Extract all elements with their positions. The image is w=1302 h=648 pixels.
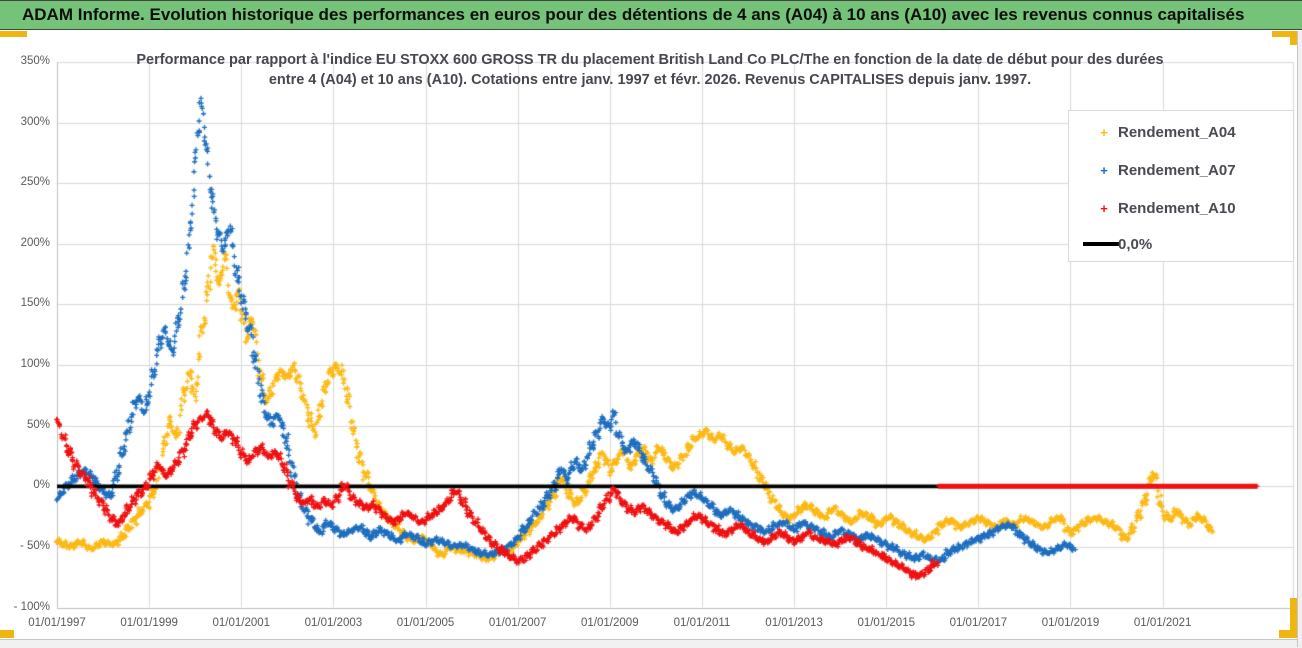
chart-title: Performance par rapport à l'indice EU ST… xyxy=(70,50,1230,90)
x-tick-label: 01/01/2017 xyxy=(949,617,1008,629)
gold-border-accent xyxy=(1272,31,1297,37)
plus-marker-icon: + xyxy=(1100,124,1108,140)
header-title: ADAM Informe. Evolution historique des p… xyxy=(22,5,1245,24)
legend-item-a07: + Rendement_A07 xyxy=(1069,158,1293,182)
x-tick-label: 01/01/2003 xyxy=(304,617,363,629)
gold-border-accent xyxy=(0,31,27,37)
plus-marker-icon: + xyxy=(1100,200,1108,216)
x-tick-label: 01/01/2009 xyxy=(581,617,639,629)
y-tick-label: - 50% xyxy=(19,539,50,552)
x-tick-label: 01/01/1997 xyxy=(28,617,86,629)
gold-border-accent xyxy=(1290,31,1297,45)
legend-item-label: Rendement_A04 xyxy=(1118,123,1236,141)
gold-border-accent xyxy=(0,630,14,638)
chart-title-line1: Performance par rapport à l'indice EU ST… xyxy=(136,52,1164,68)
y-tick-label: 350% xyxy=(20,55,50,67)
x-tick-label: 01/01/2019 xyxy=(1041,617,1100,629)
y-tick-label: 300% xyxy=(20,115,50,128)
y-tick-label: 150% xyxy=(20,297,50,310)
gold-border-accent xyxy=(1279,630,1297,638)
header-bar: ADAM Informe. Evolution historique des p… xyxy=(0,0,1302,30)
plus-marker-icon: + xyxy=(1100,162,1108,178)
x-tick-label: 01/01/2013 xyxy=(765,617,823,629)
x-tick-label: 01/01/2001 xyxy=(212,617,271,629)
legend-item-label: Rendement_A07 xyxy=(1118,161,1236,179)
legend-item-a04: + Rendement_A04 xyxy=(1069,120,1293,144)
legend-item-zero-line: 0,0% xyxy=(1069,232,1293,256)
legend-item-label: Rendement_A10 xyxy=(1118,199,1236,217)
window-edge xyxy=(0,639,1302,648)
x-tick-label: 01/01/2015 xyxy=(857,617,915,629)
legend-item-label: 0,0% xyxy=(1118,235,1153,253)
zero-line-swatch-icon xyxy=(1083,242,1119,246)
x-tick-label: 01/01/2011 xyxy=(673,617,731,629)
legend-item-a10: + Rendement_A10 xyxy=(1069,196,1293,220)
x-tick-label: 01/01/1999 xyxy=(120,617,178,629)
y-tick-label: 250% xyxy=(20,176,50,189)
y-tick-label: 0% xyxy=(33,479,50,492)
y-tick-label: 50% xyxy=(26,418,50,431)
legend: + Rendement_A04 + Rendement_A07 + Rendem… xyxy=(1068,110,1294,262)
x-tick-label: 01/01/2021 xyxy=(1133,617,1192,629)
x-tick-label: 01/01/2005 xyxy=(396,617,455,629)
window-edge xyxy=(1297,31,1302,647)
chart-title-line2: entre 4 (A04) et 10 ans (A10). Cotations… xyxy=(268,72,1032,88)
y-tick-label: 200% xyxy=(20,236,50,249)
y-tick-label: 100% xyxy=(20,358,50,371)
y-tick-label: - 100% xyxy=(13,600,50,613)
gold-border-accent xyxy=(1290,598,1297,638)
x-tick-label: 01/01/2007 xyxy=(488,617,547,629)
